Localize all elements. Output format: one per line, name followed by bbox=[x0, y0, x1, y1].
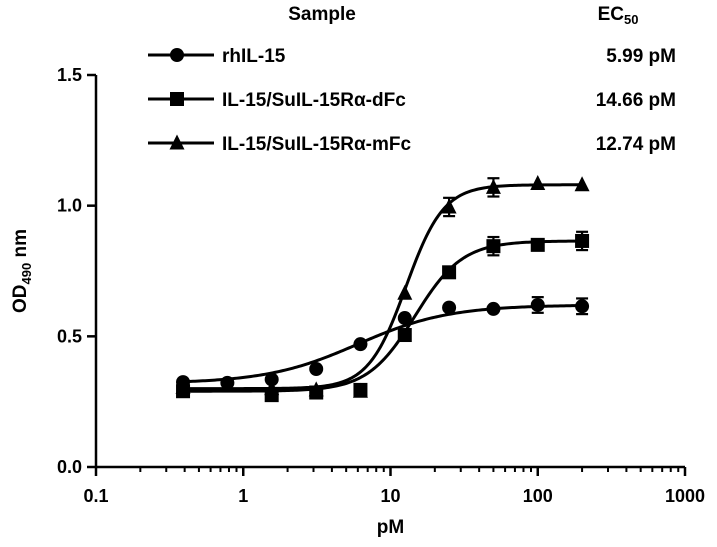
legend: Sample EC50 rhIL-15 5.99 pM IL-15/SuIL-15R… bbox=[148, 4, 676, 155]
x-tick-label: 0.1 bbox=[83, 486, 108, 506]
y-axis-title-suffix: nm bbox=[10, 229, 31, 263]
data-point-series-1 bbox=[530, 237, 545, 252]
legend-ec50-series-1: 14.66 pM bbox=[596, 90, 676, 111]
legend-label-series-1: IL-15/SuIL-15Rα-dFc bbox=[222, 90, 406, 111]
legend-marker-series-2 bbox=[169, 134, 185, 150]
y-tick-label: 1.5 bbox=[57, 65, 82, 85]
data-points bbox=[175, 174, 590, 403]
data-point-series-2 bbox=[219, 377, 235, 393]
fit-curve-series-0 bbox=[182, 304, 583, 384]
legend-label-series-2: IL-15/SuIL-15Rα-mFc bbox=[222, 134, 411, 155]
y-tick-label: 1.0 bbox=[57, 196, 82, 216]
legend-header-ec50-sub: 50 bbox=[624, 12, 638, 27]
data-point-series-2 bbox=[352, 382, 368, 398]
y-tick-label: 0.5 bbox=[57, 326, 82, 346]
legend-ec50-series-0: 5.99 pM bbox=[606, 46, 676, 67]
data-point-series-2 bbox=[530, 174, 546, 190]
data-point-series-0 bbox=[397, 311, 412, 326]
data-point-series-1 bbox=[486, 239, 501, 254]
data-point-series-2 bbox=[308, 381, 324, 397]
data-point-series-0 bbox=[309, 362, 324, 376]
data-point-series-0 bbox=[264, 372, 279, 387]
y-axis-title-sub: 490 bbox=[19, 263, 34, 285]
x-tick-label: 100 bbox=[523, 486, 553, 506]
fit-curve-series-2 bbox=[183, 183, 583, 391]
x-tick-label: 1000 bbox=[665, 486, 705, 506]
data-point-series-2 bbox=[397, 284, 413, 300]
fit-curves bbox=[182, 183, 583, 393]
legend-label-series-0: rhIL-15 bbox=[222, 46, 286, 67]
data-point-series-1 bbox=[442, 265, 457, 280]
legend-header-ec50-main: EC bbox=[598, 4, 625, 25]
legend-header-ec50: EC50 bbox=[598, 4, 639, 27]
data-point-series-1 bbox=[397, 328, 412, 343]
data-point-series-0 bbox=[530, 297, 545, 312]
data-point-series-2 bbox=[264, 380, 280, 396]
fit-curve-series-1 bbox=[183, 239, 583, 393]
y-axis-title-main: OD bbox=[10, 284, 31, 313]
legend-marker-series-0 bbox=[170, 48, 184, 62]
legend-marker-series-1 bbox=[170, 92, 184, 106]
data-point-series-2 bbox=[485, 178, 501, 194]
legend-ec50-series-2: 12.74 pM bbox=[596, 134, 676, 155]
y-axis-title: OD490 nm bbox=[10, 229, 34, 313]
data-point-series-0 bbox=[575, 299, 590, 314]
x-tick-label: 1 bbox=[238, 486, 248, 506]
data-point-series-2 bbox=[175, 378, 191, 394]
x-axis-title: pM bbox=[377, 517, 404, 538]
data-point-series-0 bbox=[442, 300, 457, 315]
data-point-series-2 bbox=[574, 176, 590, 192]
data-point-series-0 bbox=[486, 301, 501, 316]
data-point-series-0 bbox=[353, 337, 368, 352]
data-point-series-2 bbox=[441, 198, 457, 214]
x-tick-label: 10 bbox=[380, 486, 400, 506]
axes: 0.1 1 10 100 1000 0.0 0.5 1.0 1.5 pM OD490 nm bbox=[10, 65, 705, 538]
data-point-series-1 bbox=[575, 233, 590, 248]
y-tick-label: 0.0 bbox=[57, 457, 82, 477]
legend-header-sample: Sample bbox=[288, 4, 356, 25]
